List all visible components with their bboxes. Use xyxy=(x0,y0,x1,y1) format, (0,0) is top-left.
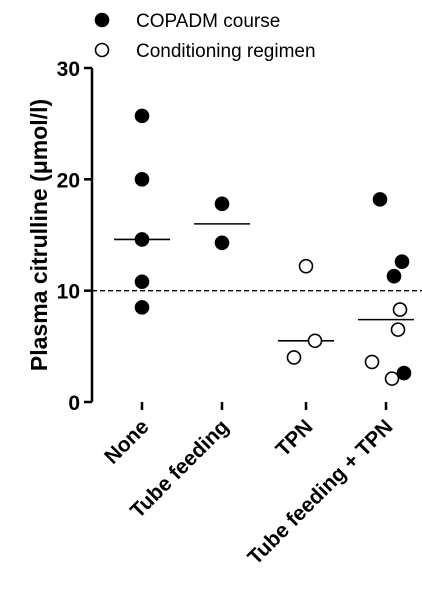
data-point-open xyxy=(390,322,406,337)
y-tick-label-0: 0 xyxy=(68,392,80,415)
data-point-open xyxy=(392,302,408,317)
x-category-label-3: TPN xyxy=(272,415,318,461)
data-point-filled xyxy=(134,274,150,290)
legend-open-marker xyxy=(94,42,110,58)
data-point-filled xyxy=(214,235,230,251)
data-point-filled xyxy=(396,365,412,381)
data-point-open xyxy=(307,333,323,349)
data-point-filled xyxy=(134,300,150,315)
data-point-filled xyxy=(386,268,402,284)
y-tick-label-20: 20 xyxy=(57,169,80,192)
y-tick-label-10: 10 xyxy=(57,281,80,304)
legend-label-2: Conditioning regimen xyxy=(136,41,316,62)
data-point-filled xyxy=(394,254,410,270)
data-point-filled xyxy=(134,172,150,187)
legend-label-1: COPADM course xyxy=(136,11,280,32)
y-tick-label-30: 30 xyxy=(57,58,80,81)
legend-filled-marker xyxy=(94,12,110,28)
data-point-filled xyxy=(134,108,150,124)
data-point-filled xyxy=(214,196,230,212)
data-point-open xyxy=(298,258,314,274)
x-category-label-1: None xyxy=(100,415,153,468)
data-point-open xyxy=(364,354,380,370)
y-axis-label: Plasma citrulline (μmol/l) xyxy=(26,99,52,371)
x-category-label-4: Tube feeding + TPN xyxy=(243,415,397,569)
data-point-open xyxy=(286,350,302,365)
data-point-filled xyxy=(372,192,388,207)
data-point-filled xyxy=(134,232,150,247)
data-point-open xyxy=(384,371,400,386)
